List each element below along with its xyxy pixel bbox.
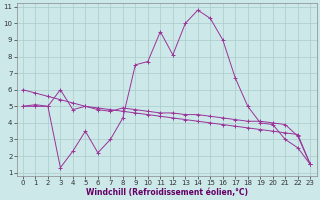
X-axis label: Windchill (Refroidissement éolien,°C): Windchill (Refroidissement éolien,°C) xyxy=(85,188,248,197)
